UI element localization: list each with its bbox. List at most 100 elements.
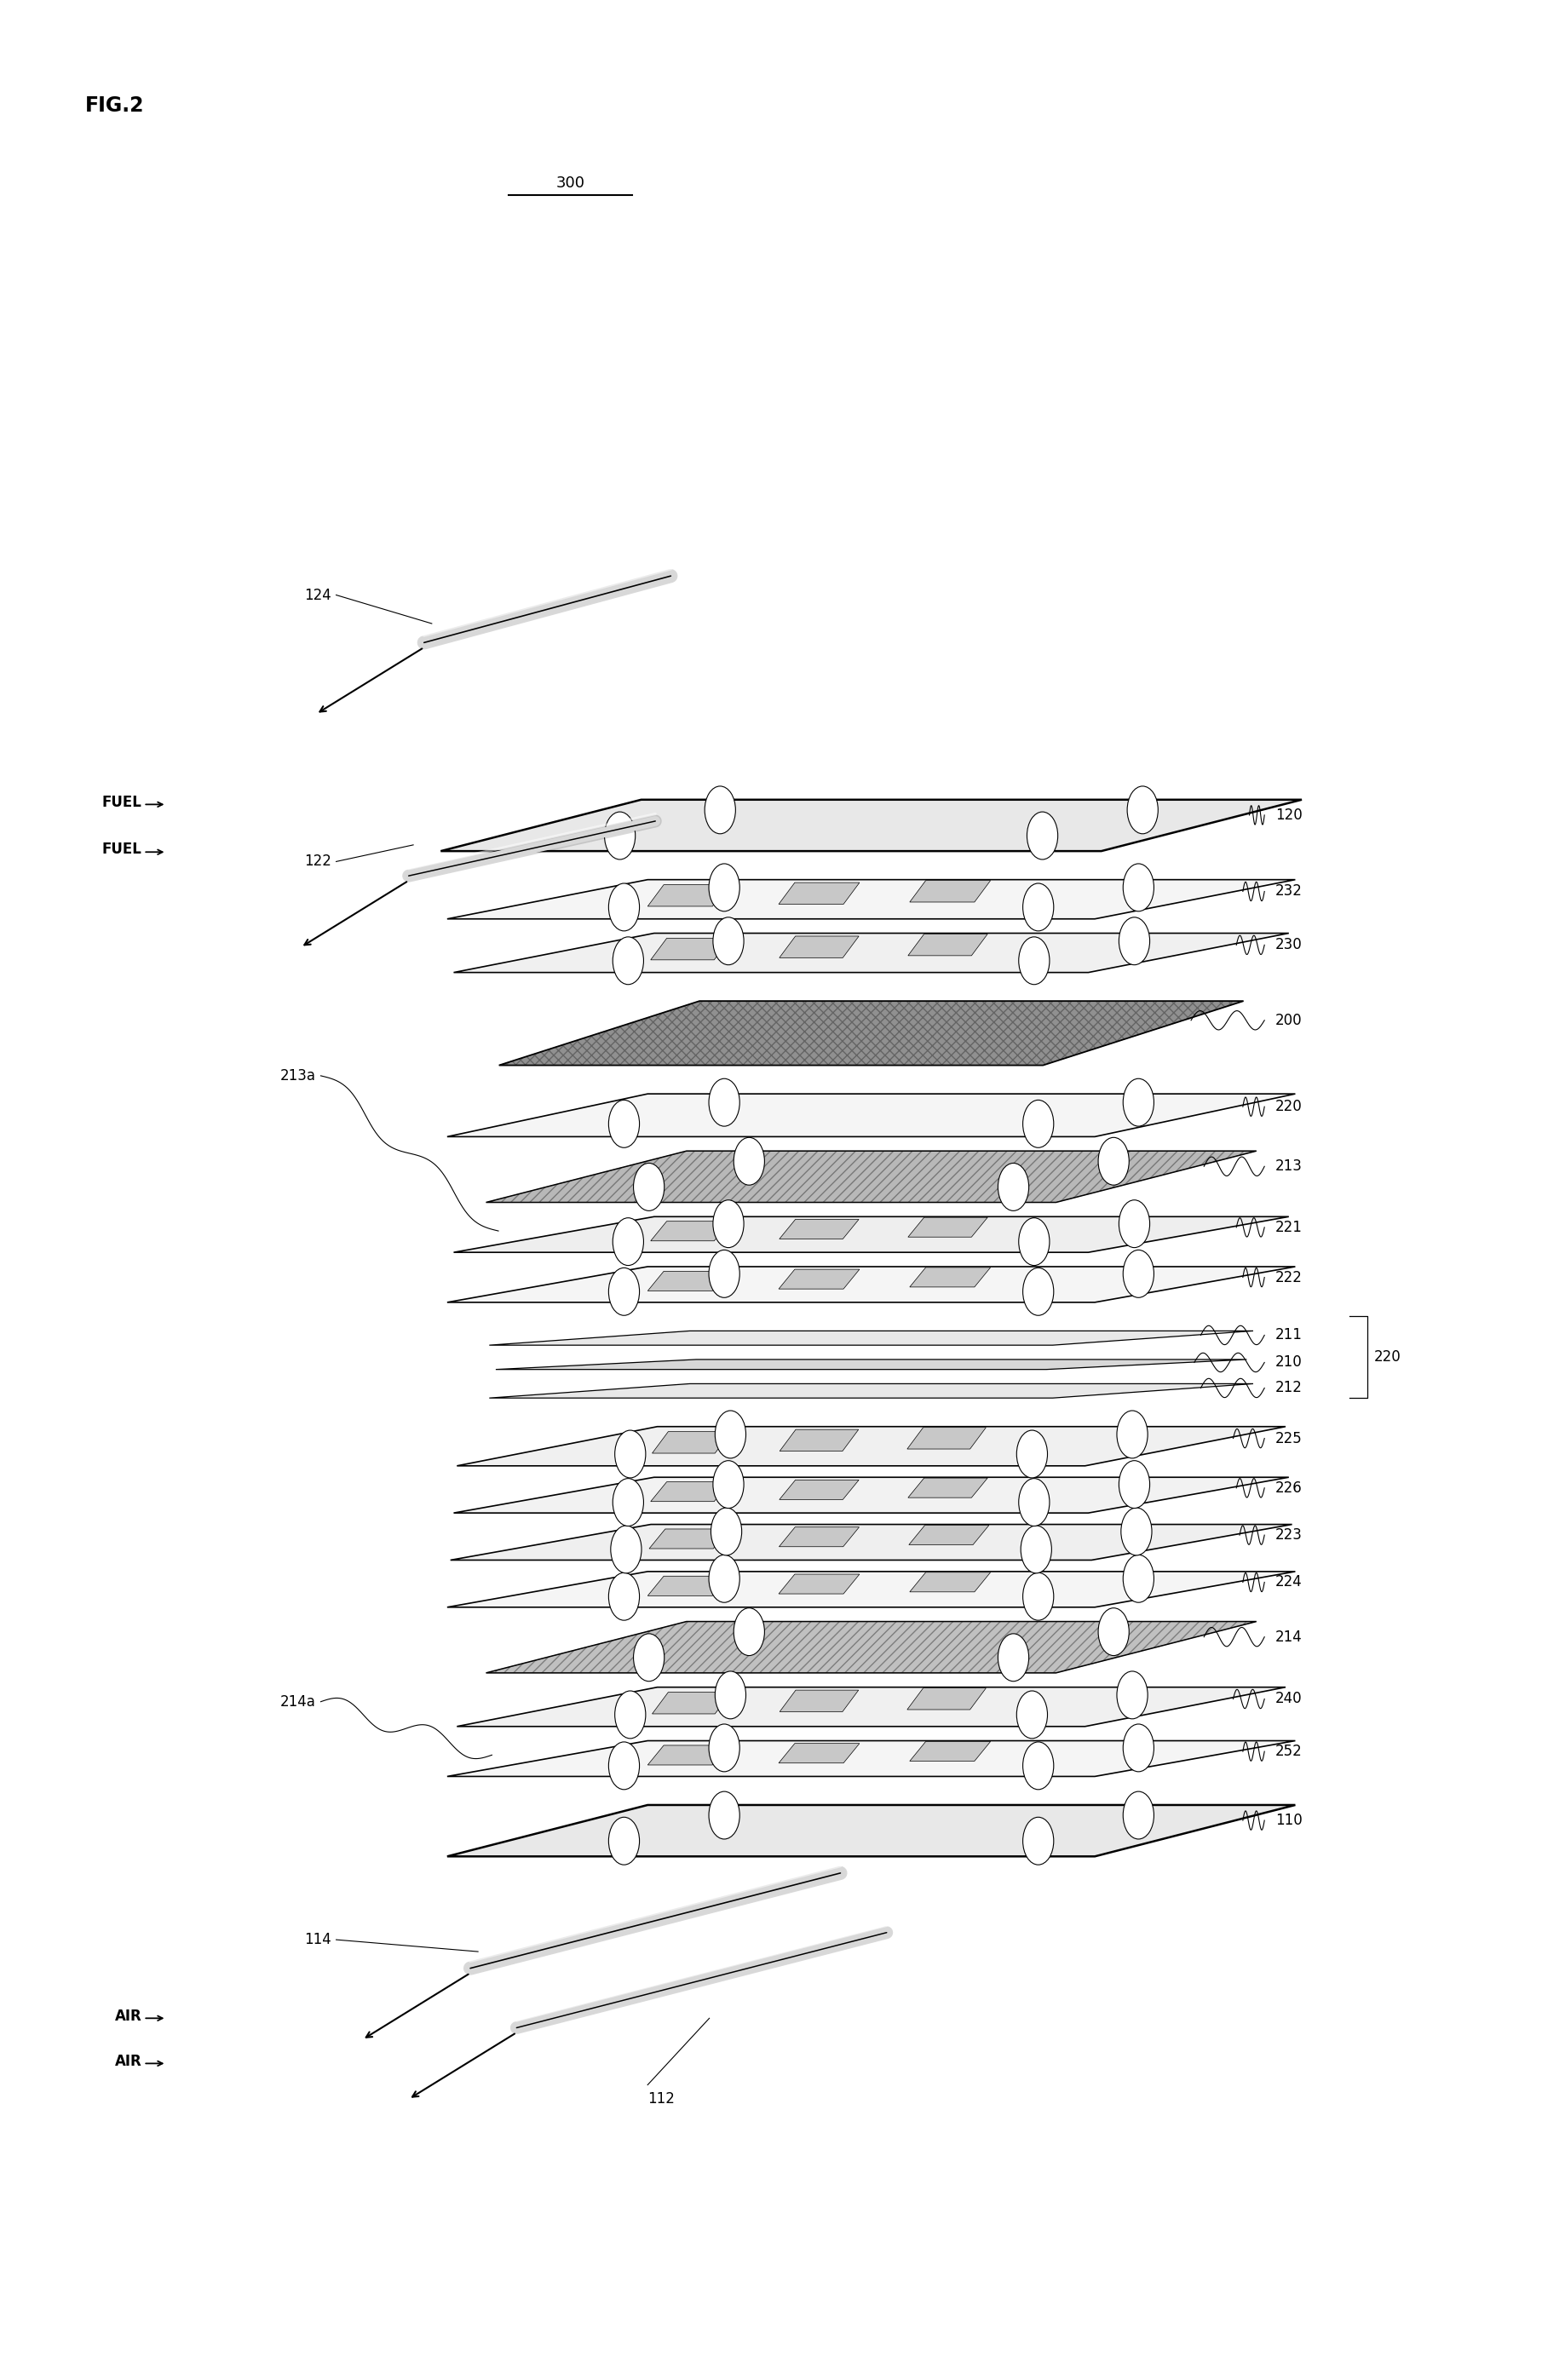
Text: 200: 200 [1275, 1012, 1301, 1028]
Circle shape [615, 1430, 646, 1478]
Text: AIR: AIR [114, 2054, 142, 2068]
Text: 110: 110 [1275, 1814, 1303, 1828]
Circle shape [612, 1478, 643, 1526]
Polygon shape [500, 1002, 1243, 1066]
Circle shape [1022, 1100, 1053, 1147]
Circle shape [709, 1250, 740, 1297]
Polygon shape [907, 1428, 985, 1449]
Circle shape [609, 1100, 640, 1147]
Circle shape [734, 1138, 765, 1185]
Circle shape [1016, 1430, 1047, 1478]
Circle shape [1022, 883, 1053, 931]
Text: 124: 124 [304, 588, 332, 602]
Polygon shape [779, 1219, 859, 1240]
Circle shape [1019, 1219, 1050, 1266]
Polygon shape [910, 1573, 990, 1592]
Polygon shape [456, 1687, 1286, 1726]
Polygon shape [908, 1526, 988, 1545]
Polygon shape [908, 1219, 987, 1238]
Text: 226: 226 [1275, 1480, 1303, 1495]
Circle shape [609, 1742, 640, 1790]
Polygon shape [910, 881, 990, 902]
Polygon shape [447, 1740, 1295, 1775]
Text: 223: 223 [1275, 1528, 1303, 1542]
Polygon shape [779, 1480, 859, 1499]
Circle shape [1116, 1411, 1147, 1459]
Polygon shape [779, 1269, 859, 1290]
Circle shape [1123, 1554, 1153, 1602]
Circle shape [1119, 1461, 1150, 1509]
Text: 224: 224 [1275, 1576, 1303, 1590]
Text: 240: 240 [1275, 1692, 1301, 1706]
Polygon shape [779, 1745, 859, 1764]
Polygon shape [447, 1571, 1295, 1607]
Polygon shape [780, 1430, 859, 1452]
Polygon shape [779, 1573, 859, 1595]
Circle shape [1116, 1671, 1147, 1718]
Polygon shape [453, 933, 1289, 973]
Polygon shape [456, 1426, 1286, 1466]
Circle shape [612, 1219, 643, 1266]
Polygon shape [651, 1483, 731, 1502]
Circle shape [1098, 1609, 1129, 1656]
Circle shape [712, 916, 743, 964]
Text: 114: 114 [304, 1933, 332, 1947]
Circle shape [1098, 1138, 1129, 1185]
Polygon shape [779, 883, 859, 904]
Text: 230: 230 [1275, 938, 1303, 952]
Circle shape [998, 1633, 1029, 1680]
Circle shape [1123, 864, 1153, 912]
Circle shape [705, 785, 736, 833]
Text: 214a: 214a [281, 1695, 316, 1709]
Polygon shape [489, 1383, 1254, 1397]
Text: FUEL: FUEL [102, 795, 142, 809]
Polygon shape [648, 1271, 728, 1290]
Circle shape [712, 1200, 743, 1247]
Circle shape [1019, 938, 1050, 985]
Circle shape [709, 1723, 740, 1771]
Circle shape [1119, 916, 1150, 964]
Polygon shape [453, 1478, 1289, 1514]
Circle shape [709, 1554, 740, 1602]
Circle shape [709, 1792, 740, 1840]
Circle shape [1022, 1269, 1053, 1316]
Circle shape [1022, 1573, 1053, 1621]
Text: 213: 213 [1275, 1159, 1303, 1173]
Polygon shape [910, 1269, 990, 1288]
Polygon shape [486, 1152, 1257, 1202]
Circle shape [1016, 1690, 1047, 1737]
Circle shape [612, 938, 643, 985]
Polygon shape [648, 885, 728, 907]
Circle shape [634, 1164, 665, 1211]
Circle shape [1019, 1478, 1050, 1526]
Polygon shape [648, 1576, 728, 1595]
Circle shape [712, 1461, 743, 1509]
Circle shape [1127, 785, 1158, 833]
Circle shape [734, 1609, 765, 1656]
Circle shape [715, 1411, 746, 1459]
Polygon shape [652, 1692, 731, 1714]
Circle shape [1121, 1509, 1152, 1557]
Polygon shape [450, 1523, 1292, 1561]
Text: 232: 232 [1275, 883, 1303, 900]
Circle shape [611, 1526, 641, 1573]
Text: 210: 210 [1275, 1354, 1303, 1371]
Circle shape [609, 883, 640, 931]
Text: AIR: AIR [114, 2009, 142, 2023]
Circle shape [1123, 1078, 1153, 1126]
Text: 225: 225 [1275, 1430, 1303, 1447]
Text: 213a: 213a [281, 1069, 316, 1083]
Circle shape [998, 1164, 1029, 1211]
Circle shape [715, 1671, 746, 1718]
Polygon shape [486, 1621, 1257, 1673]
Circle shape [604, 812, 635, 859]
Circle shape [1027, 812, 1058, 859]
Circle shape [1123, 1250, 1153, 1297]
Polygon shape [651, 1221, 731, 1240]
Polygon shape [651, 938, 731, 959]
Text: 221: 221 [1275, 1219, 1303, 1235]
Circle shape [711, 1509, 742, 1557]
Circle shape [1123, 1792, 1153, 1840]
Circle shape [709, 1078, 740, 1126]
Text: FIG.2: FIG.2 [85, 95, 143, 117]
